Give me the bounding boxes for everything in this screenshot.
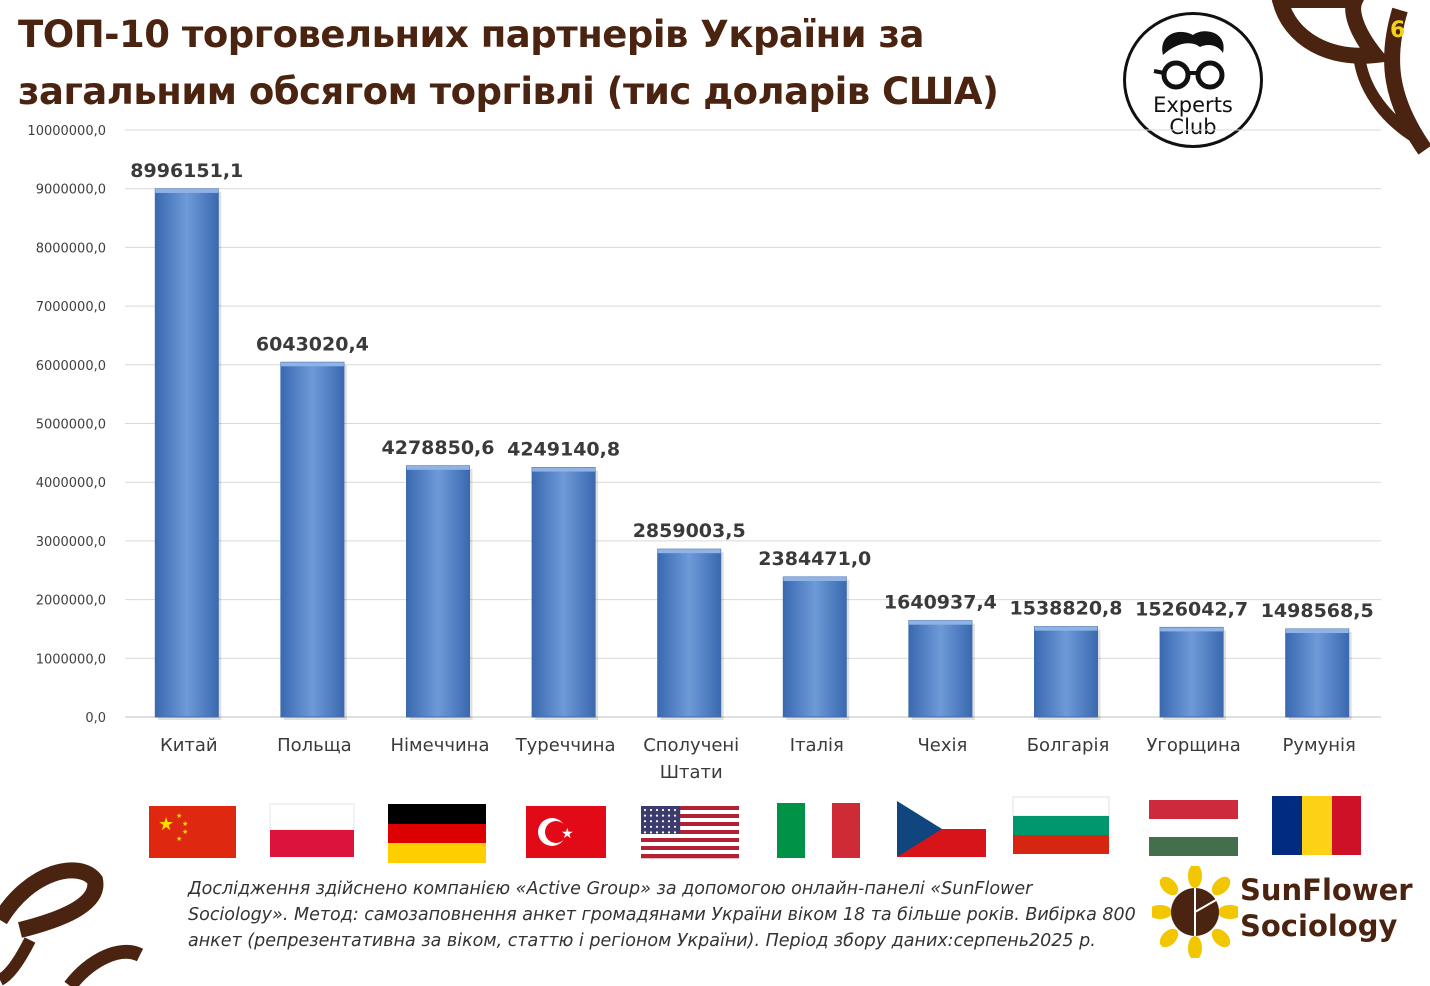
hungary-flag [1149,800,1238,856]
club-logo-text: Club [1169,115,1217,139]
svg-text:★: ★ [182,820,188,828]
value-label: 2859003,5 [633,520,746,542]
value-label: 2384471,0 [758,548,871,570]
y-tick-label: 1000000,0 [36,652,106,667]
bar [1034,626,1098,718]
sunflower-petal-decoration-bottom [0,862,144,986]
svg-text:★: ★ [182,828,188,836]
bar [1285,628,1350,718]
experts-logo-text: Experts [1153,93,1233,117]
category-label: Чехія [917,735,967,756]
category-label: Туреччина [515,735,616,756]
y-tick-label: 2000000,0 [36,594,106,609]
value-label: 1640937,4 [884,592,997,614]
glasses-face-icon [1153,31,1225,90]
y-tick-label: 0,0 [85,711,106,726]
category-label: Штати [660,762,723,783]
value-label: 1538820,8 [1010,598,1123,620]
value-label: 1498568,5 [1261,600,1374,622]
bar [154,188,219,718]
bar-cap [406,465,470,470]
china-flag: ★ ★ ★ ★ ★ [149,806,236,858]
bar-cap [1160,627,1224,632]
bar-cap [155,188,219,193]
bar [782,576,847,718]
category-label: Болгарія [1027,735,1110,756]
sunflower-logo-line1: SunFlower [1240,873,1413,907]
bulgaria-flag [1012,796,1110,854]
bar-cap [1034,626,1098,631]
category-label: Італія [790,735,844,756]
category-label: Польща [277,735,352,756]
turkey-flag: ★ [526,806,606,858]
value-label: 4278850,6 [382,437,495,459]
experts-club-logo: Experts Club [1123,12,1263,148]
y-tick-label: 5000000,0 [36,418,106,433]
chart-labels: 0,0 1000000,0 2000000,0 3000000,0 4000000,0 5… [27,124,1373,783]
value-label: 1526042,7 [1135,598,1248,620]
y-tick-label: 7000000,0 [36,300,106,315]
bar [657,548,722,718]
value-label: 6043020,4 [256,333,369,355]
usa-flag [641,806,739,859]
trade-partners-bar-chart: 0,0 1000000,0 2000000,0 3000000,0 4000000,0 5… [27,124,1381,783]
bar [908,620,973,718]
y-tick-label: 10000000,0 [27,124,106,139]
bar [1159,626,1224,718]
poland-flag [269,803,355,857]
y-tick-label: 3000000,0 [36,535,106,550]
bar-cap [657,549,721,554]
svg-text:★: ★ [561,826,574,842]
svg-text:★: ★ [176,835,182,843]
sunflower-icon [1152,866,1238,958]
y-tick-label: 8000000,0 [36,241,106,256]
bar-cap [280,362,344,367]
category-label: Німеччина [391,735,490,756]
value-label: 8996151,1 [130,160,243,182]
category-label: Угорщина [1146,735,1240,756]
category-label: Сполучені [643,735,739,756]
bar [531,467,596,718]
germany-flag [388,804,486,863]
category-label: Румунія [1283,735,1356,756]
sunflower-petal-decoration-top [1271,0,1430,155]
slide-title: ТОП-10 торговельних партнерів України за… [18,6,1018,120]
bar-cap [783,577,847,582]
slide-title-line1: ТОП-10 торговельних партнерів України за [18,13,924,56]
sunflower-sociology-logo: SunFlower Sociology [1240,872,1413,944]
bar [280,361,345,718]
flags-row: ★ ★ ★ ★ ★ ★ [149,796,1361,863]
bar-cap [908,620,972,625]
y-tick-label: 4000000,0 [36,476,106,491]
y-tick-label: 9000000,0 [36,183,106,198]
czech-flag [897,801,986,857]
svg-text:★: ★ [176,812,182,820]
bar-cap [1285,629,1349,634]
y-tick-label: 6000000,0 [36,359,106,374]
value-label: 4249140,8 [507,439,620,461]
category-label: Китай [160,735,218,756]
methodology-footnote: Дослідження здійснено компанією «Active … [188,879,1136,951]
chart-bars [154,188,1352,721]
bar-cap [532,467,596,472]
svg-text:★: ★ [158,814,174,835]
italy-flag [777,803,860,858]
sunflower-logo-line2: Sociology [1240,909,1398,943]
page-number: 6 [1390,18,1406,43]
bar [406,465,470,718]
romania-flag [1272,796,1361,855]
slide-title-line2: загальним обсягом торгівлі (тис доларів … [18,70,999,113]
